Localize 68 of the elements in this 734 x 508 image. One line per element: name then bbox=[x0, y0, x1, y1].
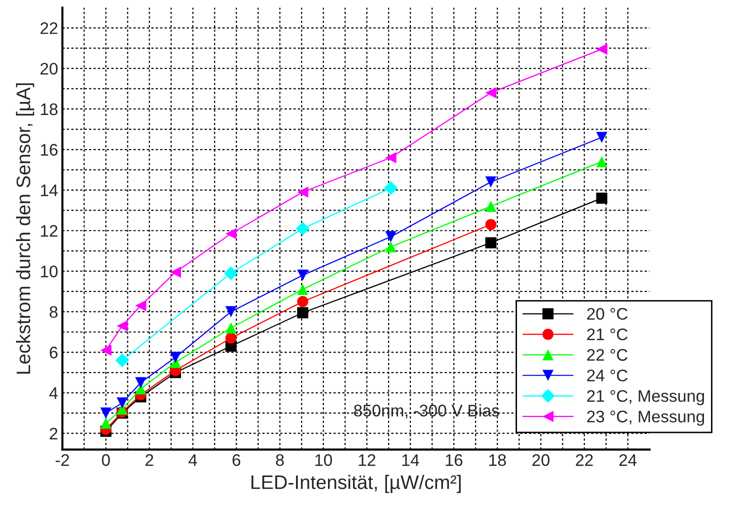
y-tick-label: 6 bbox=[50, 346, 58, 358]
point bbox=[596, 192, 608, 204]
y-tick-label: 16 bbox=[40, 144, 58, 156]
x-tick-label: 10 bbox=[315, 454, 332, 466]
point bbox=[224, 266, 238, 280]
x-axis-title: LED-Intensität, [µW/cm²] bbox=[252, 474, 461, 493]
point bbox=[385, 231, 396, 242]
annotation: 850nm, -300 V Bias bbox=[354, 404, 500, 418]
point bbox=[170, 266, 182, 278]
point bbox=[225, 228, 236, 240]
point bbox=[225, 306, 236, 318]
y-tick-label: 2 bbox=[50, 428, 58, 440]
x-tick-label: 2 bbox=[146, 454, 154, 466]
y-tick-label: 22 bbox=[40, 22, 58, 34]
point bbox=[100, 418, 112, 429]
y-axis-title: Leckstrom durch den Sensor, [µA] bbox=[16, 83, 34, 374]
point bbox=[485, 237, 496, 248]
point bbox=[596, 132, 608, 143]
point bbox=[297, 296, 308, 308]
x-tick-label: 12 bbox=[358, 454, 376, 466]
y-tick-label: 12 bbox=[40, 225, 58, 237]
point bbox=[485, 218, 496, 230]
point bbox=[297, 307, 308, 318]
point bbox=[135, 377, 146, 388]
y-tick-label: 14 bbox=[40, 184, 58, 196]
legend-label: 22 °C bbox=[587, 349, 628, 361]
point bbox=[385, 152, 396, 164]
point bbox=[485, 200, 496, 212]
x-tick-label: 14 bbox=[402, 454, 420, 466]
x-tick-label: -2 bbox=[56, 454, 69, 466]
point bbox=[170, 352, 182, 363]
point bbox=[225, 332, 236, 344]
x-tick-label: 6 bbox=[232, 454, 240, 466]
y-tick-label: 18 bbox=[40, 103, 58, 116]
point bbox=[485, 87, 496, 98]
point bbox=[296, 222, 310, 236]
point bbox=[297, 186, 308, 198]
x-tick-label: 16 bbox=[446, 454, 462, 466]
legend-label: 21 °C, Messung bbox=[587, 390, 704, 406]
legend-label: 24 °C bbox=[587, 370, 628, 382]
point bbox=[100, 344, 112, 356]
point bbox=[115, 354, 130, 368]
point bbox=[596, 44, 608, 55]
point bbox=[135, 300, 146, 312]
point bbox=[596, 156, 608, 168]
x-tick-label: 4 bbox=[188, 454, 198, 466]
x-tick-label: 24 bbox=[619, 454, 637, 466]
legend-label: 20 °C bbox=[587, 308, 628, 320]
point bbox=[485, 176, 496, 188]
point bbox=[297, 284, 308, 295]
point bbox=[116, 397, 128, 409]
x-tick-label: 22 bbox=[576, 454, 593, 466]
point bbox=[297, 270, 308, 281]
point bbox=[100, 408, 112, 419]
legend-label: 23 °C, Messung bbox=[587, 410, 704, 426]
x-tick-label: 8 bbox=[276, 454, 284, 466]
point bbox=[116, 320, 128, 332]
point bbox=[385, 241, 396, 252]
y-tick-label: 20 bbox=[40, 62, 58, 75]
legend-label: 21 °C bbox=[587, 328, 628, 340]
x-tick-label: 0 bbox=[102, 454, 110, 466]
y-tick-label: 8 bbox=[50, 306, 58, 318]
point bbox=[384, 181, 398, 195]
x-tick-label: 20 bbox=[532, 454, 550, 466]
y-tick-label: 4 bbox=[49, 387, 58, 399]
point bbox=[225, 322, 236, 334]
y-tick-label: 10 bbox=[40, 266, 58, 278]
x-tick-label: 18 bbox=[489, 454, 506, 466]
